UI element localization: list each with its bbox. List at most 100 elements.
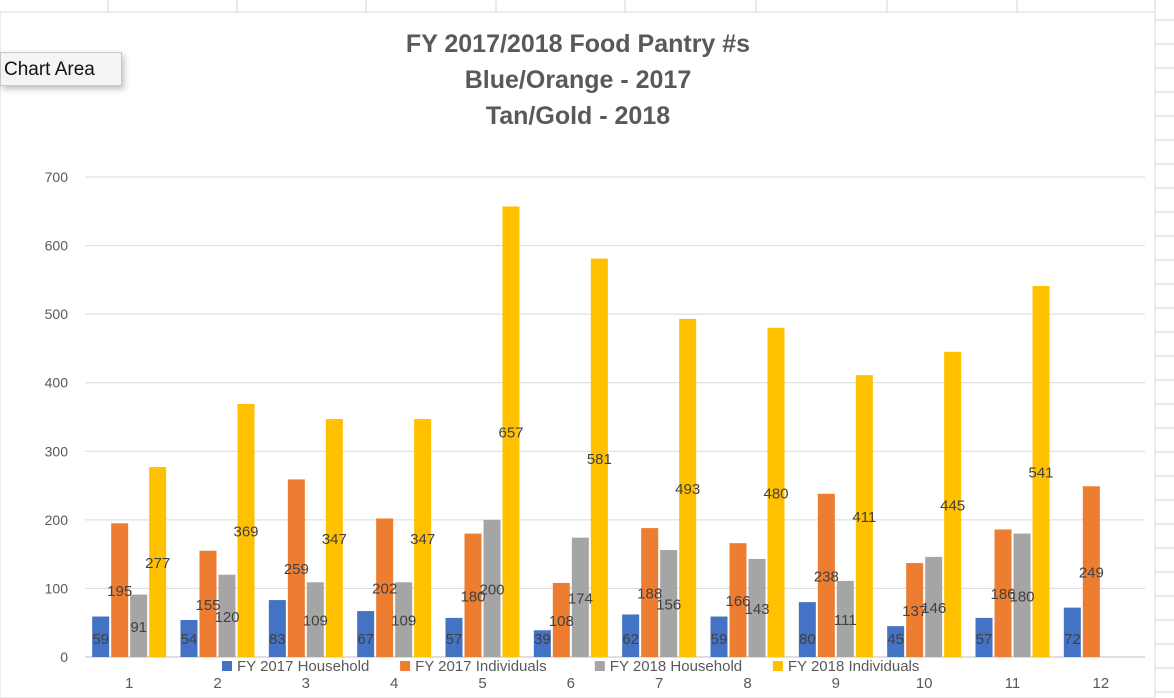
bar-fy-2018-individuals	[325, 419, 343, 657]
bar-fy-2017-individuals	[287, 479, 305, 657]
y-tick-label: 100	[45, 580, 69, 596]
data-label: 180	[460, 588, 485, 605]
data-label: 411	[852, 509, 876, 526]
legend-swatch	[400, 661, 411, 671]
bar-fy-2017-individuals	[906, 563, 924, 657]
x-tick-label: 9	[832, 675, 840, 692]
data-label: 155	[195, 597, 220, 614]
bar-fy-2017-household	[445, 617, 463, 657]
x-tick-label: 10	[916, 675, 933, 692]
legend-label: FY 2018 Individuals	[788, 658, 919, 675]
data-label: 166	[725, 593, 750, 610]
x-tick-label: 5	[478, 675, 486, 692]
y-tick-label: 600	[45, 238, 69, 254]
x-tick-label: 1	[125, 675, 133, 692]
bar-fy-2018-individuals	[237, 403, 255, 657]
data-label: 143	[744, 601, 769, 618]
bar-fy-2017-individuals	[111, 523, 129, 657]
data-label: 277	[145, 555, 170, 572]
bar-fy-2018-individuals	[502, 206, 520, 657]
bar-fy-2017-individuals	[376, 518, 394, 657]
data-label: 347	[410, 531, 435, 548]
data-label: 108	[549, 613, 574, 630]
x-tick-label: 8	[743, 675, 751, 692]
data-label: 80	[799, 631, 816, 648]
bar-fy-2017-individuals	[994, 529, 1012, 657]
data-label: 493	[675, 481, 700, 498]
data-label: 120	[214, 609, 239, 626]
bar-fy-2018-household	[483, 519, 501, 657]
legend-swatch	[594, 661, 605, 671]
y-tick-label: 200	[45, 512, 69, 528]
data-label: 54	[181, 631, 198, 648]
bar-fy-2018-individuals	[1032, 286, 1050, 657]
data-label: 347	[322, 531, 347, 548]
bar-fy-2018-household	[395, 582, 413, 657]
bar-fy-2017-household	[180, 619, 198, 657]
bar-fy-2018-household	[218, 574, 236, 657]
data-label: 202	[372, 581, 397, 598]
bar-fy-2018-individuals	[767, 327, 785, 657]
x-tick-label: 7	[655, 675, 663, 692]
chart-title-line: FY 2017/2018 Food Pantry #s	[406, 30, 750, 58]
chart-title-line: Blue/Orange - 2017	[465, 66, 691, 94]
data-label: 445	[940, 497, 965, 514]
bar-fy-2018-household	[306, 582, 324, 657]
bar-fy-2018-individuals	[590, 258, 608, 657]
chart-title-line: Tan/Gold - 2018	[486, 102, 670, 130]
bar-fy-2017-household	[1063, 607, 1081, 657]
data-label: 480	[763, 485, 788, 502]
data-label: 174	[568, 590, 593, 607]
bar-fy-2017-individuals	[729, 543, 747, 657]
bar-fy-2017-individuals	[464, 533, 482, 657]
bar-fy-2018-household	[836, 580, 854, 657]
data-label: 369	[233, 523, 258, 540]
bar-fy-2018-individuals	[149, 467, 167, 657]
bar-fy-2018-household	[748, 558, 766, 657]
y-tick-label: 400	[45, 375, 69, 391]
data-label: 109	[303, 613, 328, 630]
data-label: 109	[391, 613, 416, 630]
bar-fy-2017-household	[887, 626, 905, 657]
data-label: 57	[976, 631, 993, 648]
bar-fy-2017-individuals	[199, 550, 217, 657]
data-label: 57	[446, 631, 463, 648]
bar-fy-2017-individuals	[552, 582, 570, 657]
bar-fy-2017-household	[268, 600, 286, 657]
bar-fy-2017-household	[92, 616, 110, 657]
y-tick-label: 700	[45, 169, 69, 185]
y-tick-label: 0	[60, 649, 68, 665]
bar-fy-2018-household	[925, 556, 943, 657]
data-label: 62	[622, 631, 639, 648]
bar-fy-2017-individuals	[1082, 486, 1100, 657]
data-label: 657	[498, 425, 523, 442]
y-tick-label: 300	[45, 443, 69, 459]
data-label: 238	[814, 568, 839, 585]
data-label: 195	[107, 583, 132, 600]
bar-fy-2018-individuals	[944, 351, 962, 657]
data-label: 72	[1064, 631, 1081, 648]
data-label: 156	[656, 597, 681, 614]
bar-fy-2017-household	[357, 611, 375, 657]
bar-fy-2018-household	[130, 594, 148, 657]
data-label: 249	[1079, 565, 1104, 582]
bar-fy-2017-household	[622, 614, 640, 657]
x-tick-label: 6	[567, 675, 575, 692]
data-label: 59	[92, 631, 109, 648]
bar-fy-2017-household	[975, 617, 993, 657]
bar-fy-2017-individuals	[817, 493, 835, 657]
x-tick-label: 11	[1005, 675, 1021, 692]
data-label: 83	[269, 631, 286, 648]
bar-fy-2018-individuals	[679, 318, 697, 657]
bar-fy-2017-household	[533, 630, 551, 657]
bar-fy-2018-household	[1013, 533, 1031, 657]
data-label: 45	[887, 631, 904, 648]
data-label: 186	[990, 586, 1015, 603]
data-label: 91	[130, 619, 147, 636]
data-label: 146	[921, 600, 946, 617]
legend-label: FY 2017 Individuals	[415, 658, 546, 675]
bar-fy-2018-individuals	[414, 419, 432, 657]
data-label: 200	[479, 581, 504, 598]
